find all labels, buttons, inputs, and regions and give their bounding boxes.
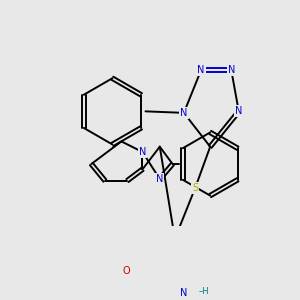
- Text: N: N: [228, 65, 235, 75]
- Text: N: N: [180, 108, 188, 118]
- Text: O: O: [122, 266, 130, 276]
- Text: N: N: [197, 65, 205, 75]
- Text: N: N: [180, 288, 188, 298]
- Text: S: S: [192, 183, 198, 193]
- Text: N: N: [235, 106, 242, 116]
- Text: –H: –H: [199, 287, 209, 296]
- Text: N: N: [156, 174, 164, 184]
- Text: N: N: [139, 147, 146, 157]
